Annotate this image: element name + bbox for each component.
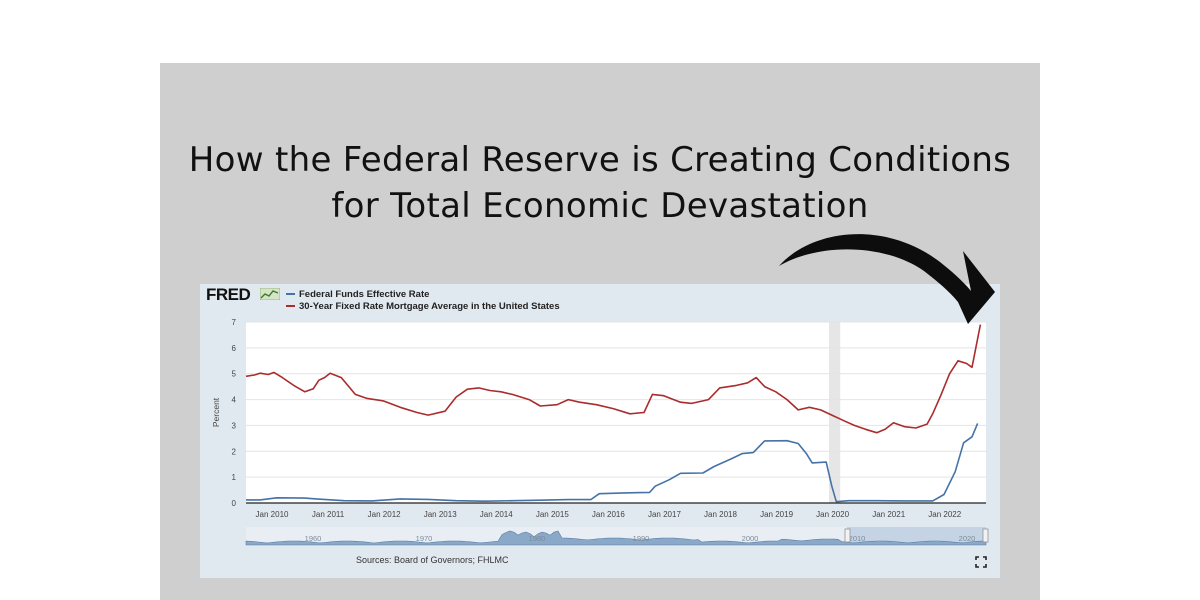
navigator-track: [246, 527, 986, 545]
navigator-label: 2020: [959, 534, 976, 543]
legend-label-mortgage: 30-Year Fixed Rate Mortgage Average in t…: [299, 301, 560, 312]
navigator-label: 1960: [305, 534, 322, 543]
navigator-label: 1980: [529, 534, 546, 543]
x-tick-label: Jan 2021: [872, 510, 905, 519]
recession-band: [829, 322, 841, 503]
headline-line-1: How the Federal Reserve is Creating Cond…: [188, 140, 1012, 180]
plot-area: [246, 322, 986, 503]
y-tick-label: 2: [232, 447, 237, 456]
x-tick-label: Jan 2012: [368, 510, 401, 519]
series-line-mortgage: [245, 324, 982, 434]
legend-item-mortgage[interactable]: 30-Year Fixed Rate Mortgage Average in t…: [286, 301, 560, 312]
x-tick-label: Jan 2020: [816, 510, 849, 519]
legend-label-fed-funds: Federal Funds Effective Rate: [299, 289, 430, 300]
x-tick-label: Jan 2014: [480, 510, 513, 519]
navigator-label: 1970: [416, 534, 433, 543]
y-tick-label: 6: [232, 344, 237, 353]
x-tick-label: Jan 2016: [592, 510, 625, 519]
fullscreen-icon[interactable]: [975, 556, 987, 568]
line-chart-icon: [260, 288, 280, 300]
y-tick-label: 5: [232, 370, 237, 379]
x-tick-label: Jan 2022: [928, 510, 961, 519]
x-tick-label: Jan 2019: [760, 510, 793, 519]
legend-item-fed-funds[interactable]: Federal Funds Effective Rate: [286, 289, 429, 300]
y-tick-label: 3: [232, 421, 237, 430]
x-tick-label: Jan 2018: [704, 510, 737, 519]
y-tick-label: 7: [232, 318, 237, 327]
x-tick-label: Jan 2013: [424, 510, 457, 519]
x-tick-label: Jan 2017: [648, 510, 681, 519]
navigator-label: 1990: [633, 534, 650, 543]
y-tick-label: 1: [232, 473, 237, 482]
legend-swatch-fed-funds: [286, 293, 295, 296]
series-line-fed-funds: [246, 423, 979, 503]
y-tick-label: 4: [232, 396, 237, 405]
navigator-selection: [847, 527, 986, 545]
sources-note: Sources: Board of Governors; FHLMC: [356, 555, 509, 565]
navigator-label: 2010: [849, 534, 866, 543]
navigator-area: [245, 530, 987, 546]
navigator-handle-right[interactable]: [982, 528, 989, 543]
navigator-label: 2000: [742, 534, 759, 543]
x-tick-label: Jan 2011: [312, 510, 345, 519]
navigator-handle-left[interactable]: [844, 528, 851, 543]
x-tick-label: Jan 2015: [536, 510, 569, 519]
legend-swatch-mortgage: [286, 305, 295, 308]
x-tick-label: Jan 2010: [256, 510, 289, 519]
headline-line-2: for Total Economic Devastation: [331, 186, 869, 226]
y-tick-label: 0: [232, 499, 237, 508]
y-axis-title: Percent: [211, 397, 221, 427]
fred-logo: FRED: [206, 285, 251, 304]
